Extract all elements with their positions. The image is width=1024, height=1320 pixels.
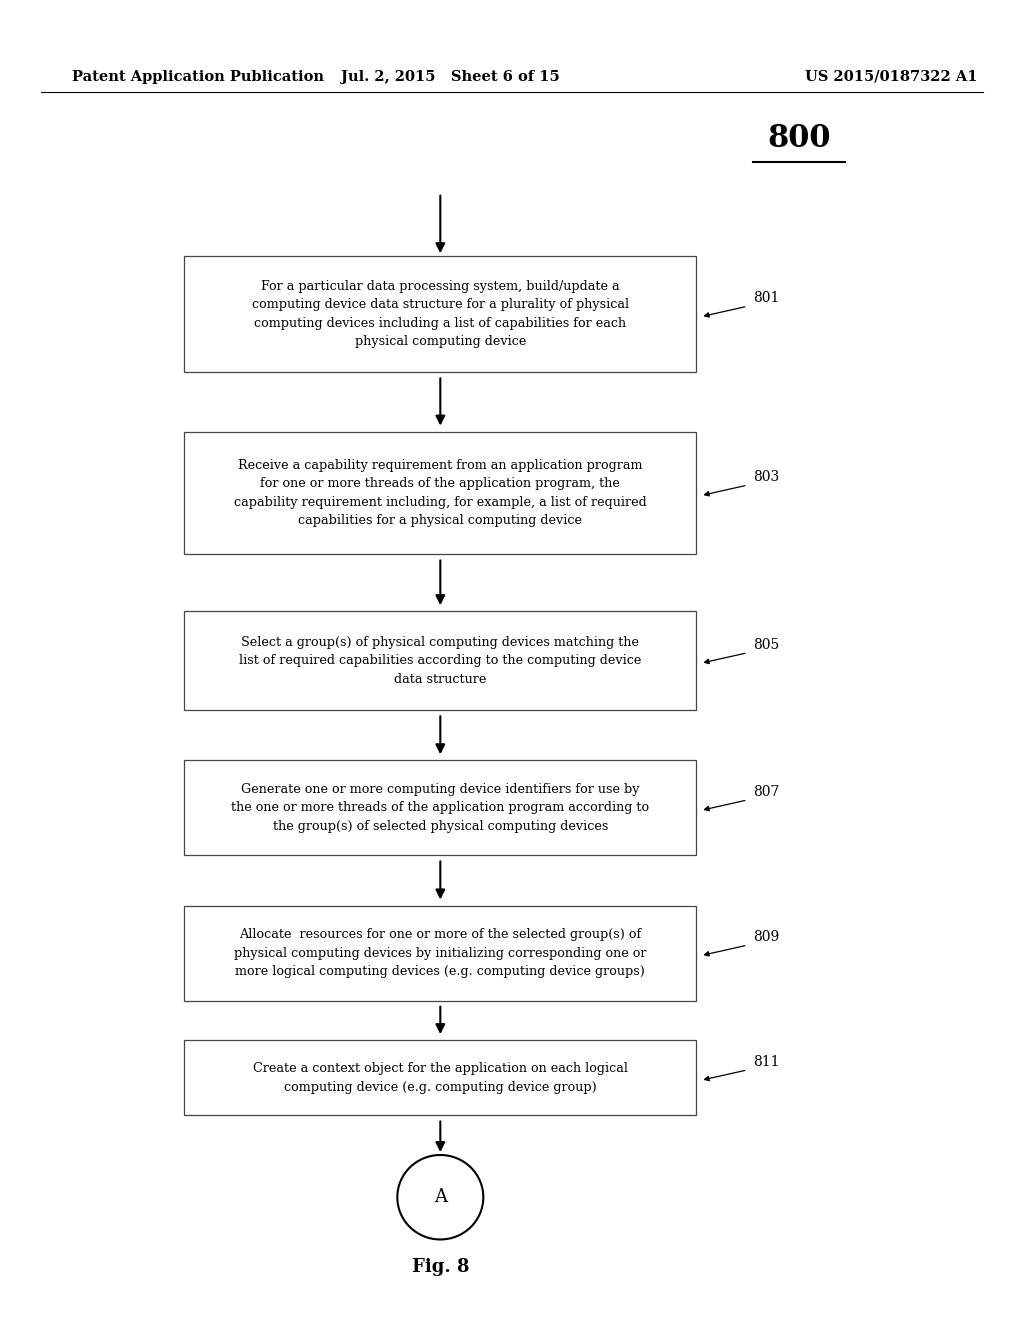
Text: Allocate  resources for one or more of the selected group(s) of
physical computi: Allocate resources for one or more of th… bbox=[234, 928, 646, 978]
Text: Patent Application Publication: Patent Application Publication bbox=[72, 70, 324, 83]
Ellipse shape bbox=[397, 1155, 483, 1239]
FancyBboxPatch shape bbox=[184, 432, 696, 554]
Text: US 2015/0187322 A1: US 2015/0187322 A1 bbox=[805, 70, 977, 83]
FancyBboxPatch shape bbox=[184, 906, 696, 1001]
Text: 811: 811 bbox=[753, 1055, 779, 1069]
Text: Receive a capability requirement from an application program
for one or more thr: Receive a capability requirement from an… bbox=[233, 459, 647, 527]
Text: Create a context object for the application on each logical
computing device (e.: Create a context object for the applicat… bbox=[253, 1063, 628, 1093]
Text: 809: 809 bbox=[753, 931, 779, 944]
Text: Fig. 8: Fig. 8 bbox=[412, 1258, 469, 1276]
Text: 805: 805 bbox=[753, 638, 779, 652]
Text: Generate one or more computing device identifiers for use by
the one or more thr: Generate one or more computing device id… bbox=[231, 783, 649, 833]
FancyBboxPatch shape bbox=[184, 760, 696, 855]
Text: 803: 803 bbox=[753, 470, 779, 484]
Text: 800: 800 bbox=[767, 123, 830, 154]
FancyBboxPatch shape bbox=[184, 611, 696, 710]
Text: 801: 801 bbox=[753, 292, 779, 305]
FancyBboxPatch shape bbox=[184, 1040, 696, 1115]
Text: 807: 807 bbox=[753, 785, 779, 799]
Text: For a particular data processing system, build/update a
computing device data st: For a particular data processing system,… bbox=[252, 280, 629, 348]
Text: Select a group(s) of physical computing devices matching the
list of required ca: Select a group(s) of physical computing … bbox=[240, 636, 641, 685]
Text: Jul. 2, 2015   Sheet 6 of 15: Jul. 2, 2015 Sheet 6 of 15 bbox=[341, 70, 560, 83]
FancyBboxPatch shape bbox=[184, 256, 696, 372]
Text: A: A bbox=[434, 1188, 446, 1206]
